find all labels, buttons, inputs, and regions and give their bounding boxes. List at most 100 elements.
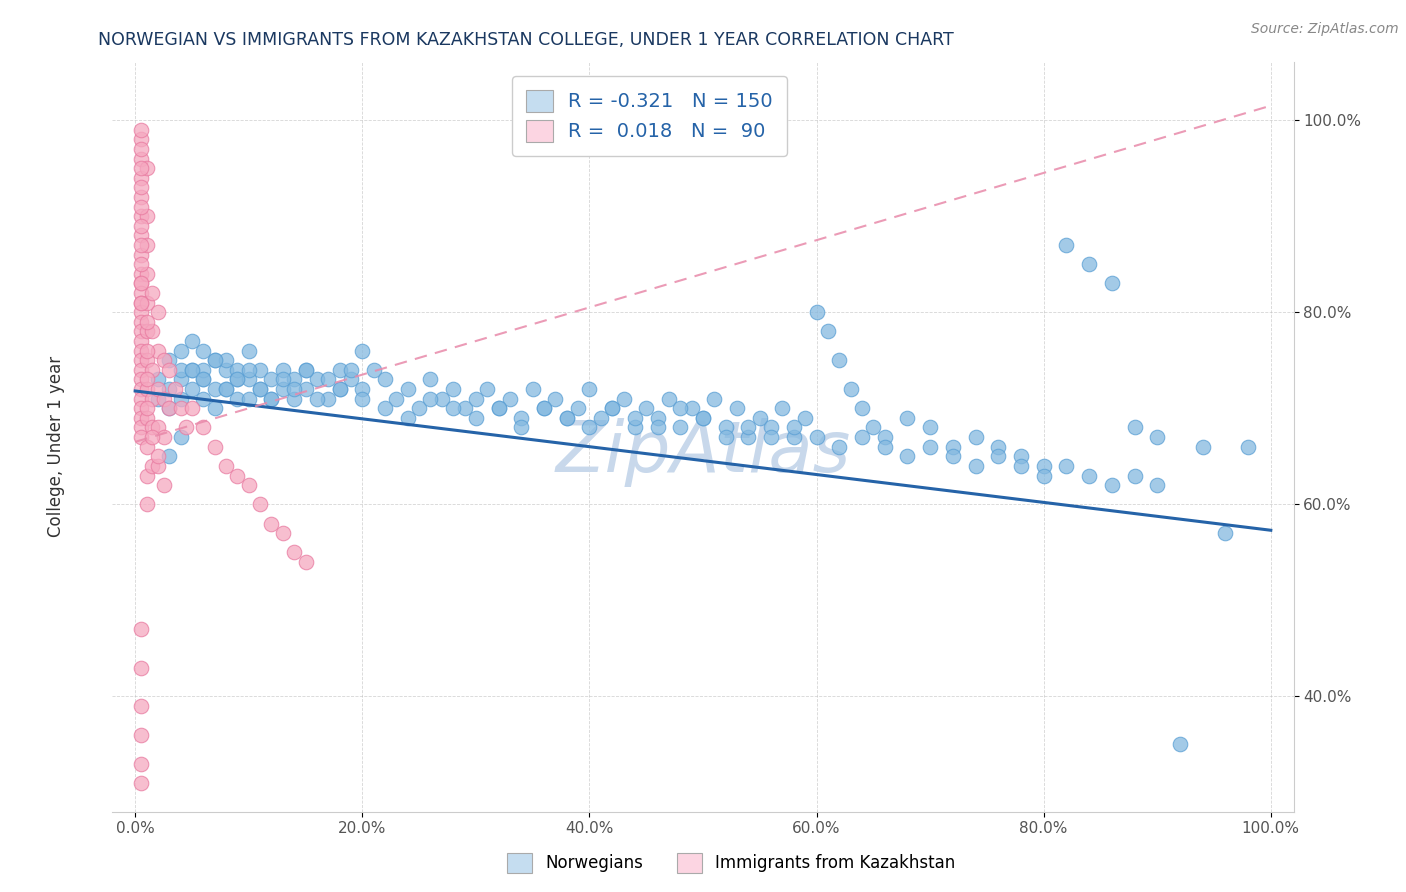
Point [129,180,152,194]
Point [181,401,204,416]
Point [873,430,896,444]
Point [363,363,385,377]
Point [783,430,806,444]
Point [658,392,681,406]
Point [146,420,169,434]
Point [305,392,328,406]
Point [181,382,204,396]
Point [169,363,191,377]
Point [396,382,419,396]
Point [1032,458,1054,473]
Point [488,401,510,416]
Point [737,420,759,434]
Point [283,372,305,386]
Point [141,392,163,406]
Point [129,132,152,146]
Point [226,392,249,406]
Point [329,382,352,396]
Point [129,228,152,243]
Point [129,238,152,252]
Point [169,401,191,416]
Point [544,392,567,406]
Point [193,392,215,406]
Point [135,353,157,368]
Point [135,372,157,386]
Point [533,401,555,416]
Point [129,142,152,156]
Point [260,516,283,531]
Point [499,392,522,406]
Point [157,401,180,416]
Point [329,382,352,396]
Point [249,363,271,377]
Point [135,343,157,358]
Point [146,305,169,319]
Text: College, Under 1 year: College, Under 1 year [48,355,65,537]
Text: NORWEGIAN VS IMMIGRANTS FROM KAZAKHSTAN COLLEGE, UNDER 1 YEAR CORRELATION CHART: NORWEGIAN VS IMMIGRANTS FROM KAZAKHSTAN … [98,31,955,49]
Point [152,353,174,368]
Point [238,343,260,358]
Point [129,392,152,406]
Point [204,353,226,368]
Point [965,458,987,473]
Point [1215,526,1237,541]
Point [129,699,152,714]
Point [135,161,157,175]
Point [204,440,226,454]
Point [193,363,215,377]
Point [141,285,163,300]
Point [600,401,623,416]
Point [129,219,152,233]
Point [129,325,152,339]
Point [1032,468,1054,483]
Point [226,372,249,386]
Point [226,372,249,386]
Point [510,410,533,425]
Point [193,343,215,358]
Point [249,497,271,511]
Point [555,410,578,425]
Point [129,285,152,300]
Point [181,363,204,377]
Point [129,756,152,771]
Point [669,420,692,434]
Point [464,392,486,406]
Point [135,267,157,281]
Point [737,430,759,444]
Point [692,410,714,425]
Point [1054,458,1077,473]
Point [163,382,186,396]
Point [352,392,374,406]
Point [1123,468,1146,483]
Point [352,343,374,358]
Point [714,420,737,434]
Point [589,410,612,425]
Point [215,382,238,396]
Point [759,420,782,434]
Point [488,401,510,416]
Point [329,363,352,377]
Point [851,430,873,444]
Point [283,545,305,559]
Point [169,372,191,386]
Point [748,410,770,425]
Point [419,372,441,386]
Point [129,622,152,636]
Point [129,305,152,319]
Point [135,295,157,310]
Point [316,392,339,406]
Point [636,401,658,416]
Point [157,363,180,377]
Point [135,497,157,511]
Point [714,430,737,444]
Point [681,401,703,416]
Point [669,401,692,416]
Text: ZipAtlas: ZipAtlas [555,417,851,486]
Point [271,372,294,386]
Point [896,450,918,464]
Point [249,382,271,396]
Point [965,430,987,444]
Point [396,410,419,425]
Point [129,372,152,386]
Point [522,382,544,396]
